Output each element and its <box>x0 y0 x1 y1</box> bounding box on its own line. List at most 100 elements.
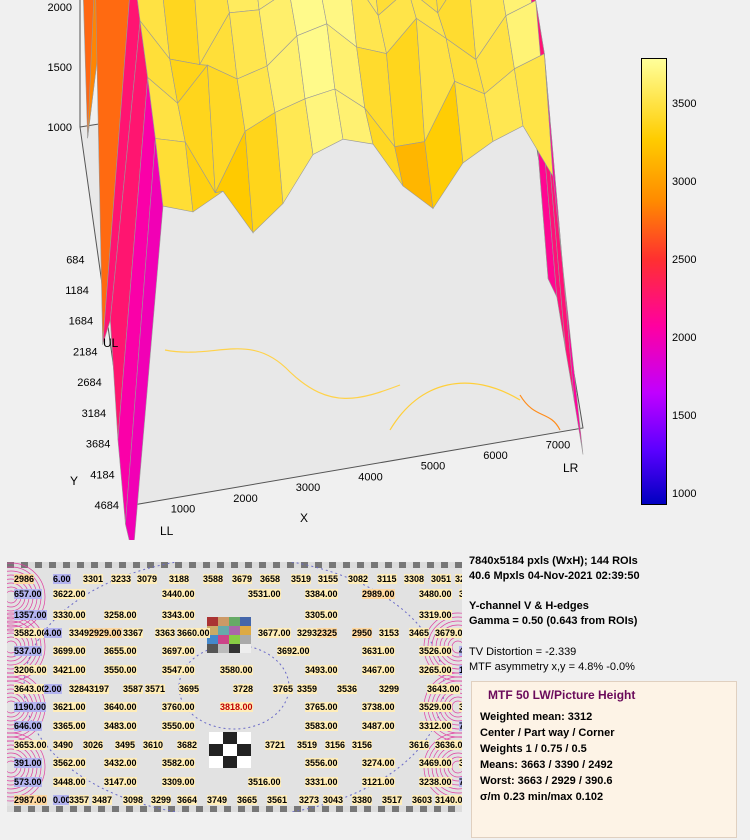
checker-cell <box>455 562 462 568</box>
mtf-cell-value: 3665 <box>237 795 258 805</box>
edge-contour <box>451 700 462 714</box>
checker-cell <box>105 562 112 568</box>
colorbar-tick-label: 1000 <box>672 488 697 501</box>
y-tick-label: 4684 <box>95 500 119 512</box>
mtf-cell-value: 3571 <box>145 684 166 694</box>
checker-cell <box>371 562 378 568</box>
mtf-cell-value: 1190.00 <box>14 702 47 712</box>
mtf-cell-value: 1131.00 <box>459 665 462 675</box>
checker-cell <box>112 806 119 812</box>
mtf-cell-value: 3483.00 <box>104 721 137 731</box>
mtf-cell-value: 3587 <box>123 684 144 694</box>
mtf-cell-value: 3299 <box>151 795 172 805</box>
mtf-cell-value: 3517 <box>382 795 403 805</box>
mtf-cell-value: 3519 <box>291 574 312 584</box>
mtf-cell-value: 3547.00 <box>162 665 195 675</box>
checker-cell <box>413 562 420 568</box>
checker-cell <box>77 562 84 568</box>
color-patch <box>218 617 229 626</box>
tv-distortion: TV Distortion = -2.339 <box>469 646 577 658</box>
mtf-cell-value: 3305.00 <box>305 610 338 620</box>
mtf-cell-value: 3658 <box>260 574 281 584</box>
mtf-cell-value: 3043 <box>323 795 344 805</box>
gamma-info: Gamma = 0.50 (0.643 from ROIs) <box>469 615 638 627</box>
gray-patch <box>209 756 223 768</box>
mtf-cell-value: 3550.00 <box>104 665 137 675</box>
checker-cell <box>133 562 140 568</box>
mtf-cell-value: 3697.00 <box>162 646 195 656</box>
mtf-cell-value: 3121.00 <box>362 777 395 787</box>
mtf-cell-value: 3432.00 <box>104 758 137 768</box>
checker-cell <box>49 562 56 568</box>
mtf-cell-value: 3699.00 <box>53 646 86 656</box>
mtf-cell-value: 3380 <box>352 795 373 805</box>
checker-cell <box>14 806 21 812</box>
mtf-cell-value: 3284 <box>69 684 90 694</box>
color-patch <box>240 644 251 653</box>
mtf-cell-value: 3480.00 <box>419 589 452 599</box>
mtf-cell-value: 3051 <box>431 574 452 584</box>
checker-cell <box>392 806 399 812</box>
mtf-cell-value: 3695 <box>179 684 200 694</box>
panel-title: MTF 50 LW/Picture Height <box>488 688 636 702</box>
z-tick-label: 2000 <box>48 2 72 14</box>
mtf-cell-value: 3516.00 <box>248 777 281 787</box>
checker-cell <box>7 562 14 568</box>
mtf-cell-value: 2950 <box>352 628 373 638</box>
mtf-cell-value: 3343.00 <box>162 610 195 620</box>
checker-cell <box>350 806 357 812</box>
mtf-cell-value: 1357.00 <box>14 610 47 620</box>
y-tick-label: 684 <box>66 254 84 266</box>
worst: Worst: 3663 / 2929 / 390.6 <box>480 775 613 787</box>
checker-cell <box>154 806 161 812</box>
mtf-cell-value: 3384.00 <box>305 589 338 599</box>
mtf-cell-value: 3274.00 <box>362 758 395 768</box>
mtf-cell-value: 3561 <box>267 795 288 805</box>
checker-cell <box>182 806 189 812</box>
mpxls-info: 40.6 Mpxls 04-Nov-2021 02:39:50 <box>469 570 640 582</box>
mtf-cell-value: 3115 <box>377 574 397 584</box>
mtf-cell-value: 3330.00 <box>53 610 86 620</box>
gray-patch <box>237 732 251 744</box>
mtf-cell-value: 3818.00 <box>220 702 253 712</box>
z-tick-label: 1000 <box>48 122 72 134</box>
mtf-cell-value: 3529.00 <box>419 702 452 712</box>
mtf-cell-value: 3664 <box>177 795 198 805</box>
surface-quad <box>376 0 397 17</box>
mtf-cell-value: 3448.00 <box>53 777 86 787</box>
mtf-cell-value: 3308 <box>404 574 425 584</box>
mtf-cell-value: 779.00 <box>459 777 462 787</box>
y-tick-label: 1184 <box>65 285 89 297</box>
mtf-cell-value: 3156 <box>325 740 346 750</box>
colorbar <box>641 58 667 505</box>
checker-cell <box>119 562 126 568</box>
checker-cell <box>301 562 308 568</box>
checker-cell <box>224 806 231 812</box>
edge-contour <box>7 562 46 632</box>
colorbar-tick-label: 2000 <box>672 332 697 345</box>
checker-cell <box>427 562 434 568</box>
edge-contour <box>7 732 46 802</box>
mtf-cell-value: 3359 <box>297 684 318 694</box>
mtf-cell-value: 3631.00 <box>362 646 395 656</box>
gray-patch <box>237 756 251 768</box>
mtf-cell-value: 3611.00 <box>459 589 462 599</box>
mtf-cell-value: 3531.00 <box>248 589 281 599</box>
y-tick-label: 4184 <box>90 469 114 481</box>
color-patch <box>229 635 240 644</box>
mtf-cell-value: 2929.00 <box>89 628 122 638</box>
mtf-cell-value: 3140.00 <box>435 795 462 805</box>
mtf-cell-value: 3636.00 <box>435 740 462 750</box>
mtf-cell-value: 476.00 <box>459 646 462 656</box>
mtf-cell-value: 3679 <box>232 574 253 584</box>
mtf-cell-value: 3265.00 <box>419 665 452 675</box>
checker-cell <box>441 562 448 568</box>
checker-cell <box>308 806 315 812</box>
colorbar-tick-label: 2500 <box>672 253 697 266</box>
mtf-cell-value: 3582.00 <box>162 758 195 768</box>
x-tick-label: 5000 <box>421 461 445 473</box>
color-patch <box>218 626 229 635</box>
color-patch <box>229 644 240 653</box>
corner-ll: LL <box>160 524 174 538</box>
checker-cell <box>126 806 133 812</box>
